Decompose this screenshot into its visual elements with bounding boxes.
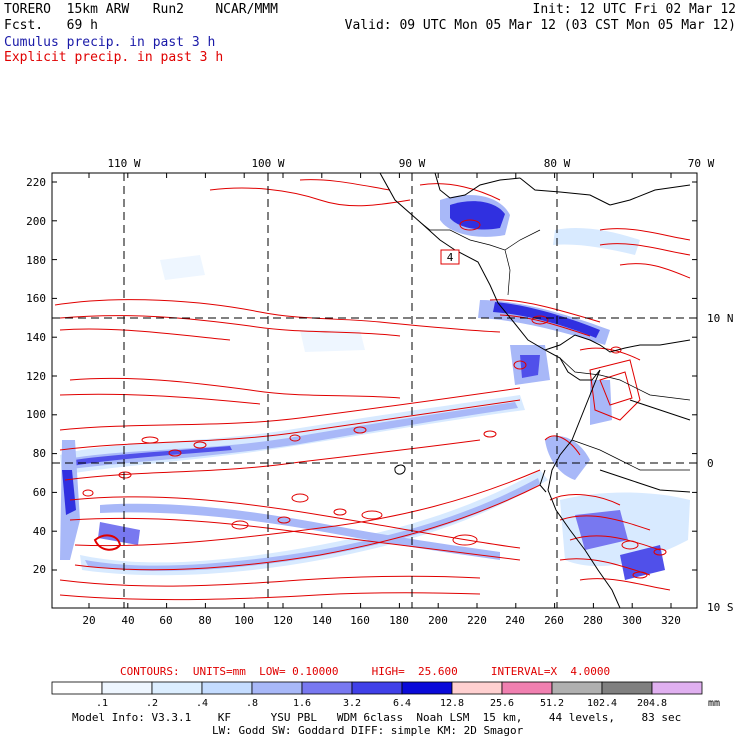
colorbar-tick-label: .1 bbox=[96, 698, 108, 709]
colorbar-tick-label: 102.4 bbox=[587, 698, 617, 709]
map-frame bbox=[51, 172, 698, 609]
colorbar-tick-label: .4 bbox=[196, 698, 208, 709]
cumulus-precip-shading bbox=[60, 195, 690, 580]
forecast-hour: Fcst. 69 h bbox=[4, 18, 98, 33]
colorbar-tick-label: 12.8 bbox=[440, 698, 464, 709]
colorbar-swatch bbox=[51, 681, 103, 695]
coastlines bbox=[379, 173, 691, 608]
explicit-field-label: Explicit precip. in past 3 h bbox=[4, 50, 224, 65]
colorbar-swatch bbox=[501, 681, 553, 695]
colorbar-tick-label: 204.8 bbox=[637, 698, 667, 709]
colorbar-swatch bbox=[151, 681, 203, 695]
x-tick-label: 300 bbox=[622, 614, 642, 627]
lon-labels: 110 W 100 W 90 W 80 W 70 W bbox=[107, 157, 714, 170]
region-marker bbox=[440, 249, 460, 265]
colorbar: .1 .2 .4 .8 1.6 3.2 6.4 12.8 25.6 51.2 102.4 204.8 bbox=[51, 681, 703, 709]
model-title: TORERO 15km ARW Run2 NCAR/MMM bbox=[4, 2, 278, 17]
x-tick-label: 140 bbox=[312, 614, 332, 627]
colorbar-tick-label: 6.4 bbox=[393, 698, 411, 709]
colorbar-tick-label: 51.2 bbox=[540, 698, 564, 709]
colorbar-swatch bbox=[251, 681, 303, 695]
country-borders bbox=[419, 221, 691, 471]
colorbar-swatch bbox=[551, 681, 603, 695]
colorbar-tick-label: .8 bbox=[246, 698, 258, 709]
map-content: 4 bbox=[54, 173, 691, 608]
cumulus-field-label: Cumulus precip. in past 3 h bbox=[4, 35, 216, 50]
x-tick-label: 220 bbox=[467, 614, 487, 627]
y-tick-label: 120 bbox=[26, 370, 46, 383]
axis-ticks bbox=[52, 173, 697, 608]
region-marker-label: 4 bbox=[447, 251, 454, 264]
colorbar-swatch bbox=[401, 681, 453, 695]
x-tick-label: 60 bbox=[159, 614, 172, 627]
colorbar-tick-label: 1.6 bbox=[293, 698, 311, 709]
lat-label: 10 N bbox=[707, 312, 734, 325]
x-tick-label: 320 bbox=[661, 614, 681, 627]
x-tick-label: 280 bbox=[583, 614, 603, 627]
lon-label: 100 W bbox=[251, 157, 284, 170]
colorbar-swatch bbox=[601, 681, 653, 695]
lat-label: 10 S bbox=[707, 601, 734, 614]
colorbar-swatch bbox=[351, 681, 403, 695]
y-tick-label: 100 bbox=[26, 408, 46, 421]
colorbar-tick-label: 3.2 bbox=[343, 698, 361, 709]
lon-label: 80 W bbox=[544, 157, 571, 170]
y-tick-label: 160 bbox=[26, 292, 46, 305]
lon-label: 90 W bbox=[399, 157, 426, 170]
valid-time: Valid: 09 UTC Mon 05 Mar 12 (03 CST Mon … bbox=[344, 18, 736, 33]
y-tick-label: 220 bbox=[26, 176, 46, 189]
lon-label: 110 W bbox=[107, 157, 140, 170]
colorbar-swatch bbox=[651, 681, 703, 695]
colorbar-swatch bbox=[201, 681, 253, 695]
explicit-precip-contours bbox=[54, 179, 691, 601]
physics-info: LW: Godd SW: Goddard DIFF: simple KM: 2D… bbox=[212, 724, 524, 737]
y-tick-label: 80 bbox=[33, 447, 46, 460]
x-tick-label: 80 bbox=[198, 614, 211, 627]
y-tick-label: 180 bbox=[26, 254, 46, 267]
y-grid-labels: 220 200 180 160 140 120 100 80 60 40 20 bbox=[26, 176, 46, 576]
x-tick-label: 20 bbox=[82, 614, 95, 627]
y-tick-label: 60 bbox=[33, 486, 46, 499]
x-tick-label: 200 bbox=[428, 614, 448, 627]
lat-label: 0 bbox=[707, 457, 714, 470]
lat-labels: 10 N 0 10 S bbox=[707, 312, 734, 614]
colorbar-tick-label: 25.6 bbox=[490, 698, 514, 709]
lon-label: 70 W bbox=[688, 157, 715, 170]
y-tick-label: 40 bbox=[33, 525, 46, 538]
colorbar-unit: mm bbox=[708, 698, 720, 709]
colorbar-swatch bbox=[101, 681, 153, 695]
latlon-grid bbox=[52, 173, 697, 608]
x-tick-label: 100 bbox=[234, 614, 254, 627]
colorbar-swatch bbox=[301, 681, 353, 695]
y-tick-label: 200 bbox=[26, 215, 46, 228]
contours-info: CONTOURS: UNITS=mm LOW= 0.10000 HIGH= 25… bbox=[120, 665, 611, 678]
y-tick-label: 140 bbox=[26, 331, 46, 344]
x-tick-label: 260 bbox=[544, 614, 564, 627]
init-time: Init: 12 UTC Fri 02 Mar 12 bbox=[532, 2, 737, 17]
x-tick-label: 240 bbox=[505, 614, 525, 627]
colorbar-tick-label: .2 bbox=[146, 698, 158, 709]
x-tick-label: 120 bbox=[273, 614, 293, 627]
colorbar-swatch bbox=[451, 681, 503, 695]
y-tick-label: 20 bbox=[33, 563, 46, 576]
x-tick-label: 180 bbox=[389, 614, 409, 627]
x-tick-label: 40 bbox=[121, 614, 134, 627]
x-tick-label: 160 bbox=[350, 614, 370, 627]
x-grid-labels: 20 40 60 80 100 120 140 160 180 200 220 … bbox=[82, 614, 681, 627]
model-info: Model Info: V3.3.1 KF YSU PBL WDM 6class… bbox=[72, 711, 682, 724]
